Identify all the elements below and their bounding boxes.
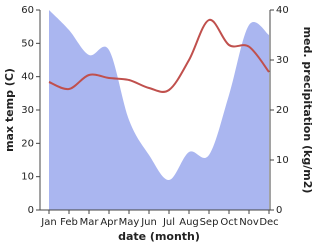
x-tick-label: Feb	[60, 217, 78, 228]
x-tick-label: Jul	[162, 217, 175, 228]
y2-tick-label: 0	[276, 205, 282, 216]
temperature-line	[48, 18, 270, 93]
y-tick-label: 60	[21, 5, 34, 16]
y-tick-label: 10	[21, 172, 34, 183]
x-tick-label: May	[119, 217, 140, 228]
y-tick-label: 0	[28, 205, 34, 216]
y-axis-title: max temp (C)	[3, 68, 16, 152]
y-tick-label: 40	[21, 72, 34, 83]
precipitation-area	[49, 10, 269, 210]
y-tick-label: 20	[21, 138, 34, 149]
x-tick-label: Aug	[179, 217, 199, 228]
y2-tick-label: 20	[276, 105, 289, 116]
x-axis-title: date (month)	[118, 230, 200, 243]
x-tick-label: Jun	[140, 217, 157, 228]
x-tick-label: Sep	[200, 217, 219, 228]
x-tick-label: Apr	[100, 217, 118, 228]
y-tick-label: 50	[21, 38, 34, 49]
y2-tick-label: 40	[276, 5, 289, 16]
y2-tick-label: 30	[276, 55, 289, 66]
y-tick-label: 30	[21, 105, 34, 116]
x-tick-label: Mar	[80, 217, 100, 228]
x-tick-label: Oct	[220, 217, 237, 228]
y2-tick-label: 10	[276, 155, 289, 166]
x-tick-label: Nov	[239, 217, 259, 228]
x-tick-label: Dec	[259, 217, 278, 228]
y2-axis-title: med. precipitation (kg/m2)	[301, 27, 314, 194]
x-tick-label: Jan	[40, 217, 56, 228]
